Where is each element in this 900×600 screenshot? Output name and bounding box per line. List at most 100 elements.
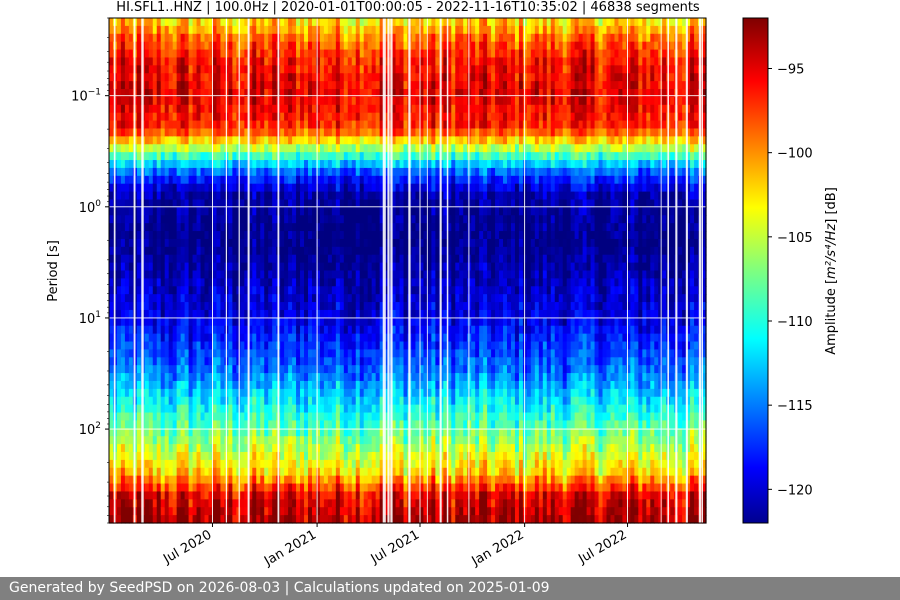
heatmap-cell [180,444,186,453]
heatmap-cell [260,373,265,382]
heatmap-cell [256,404,261,414]
heatmap-cell [351,294,357,303]
heatmap-cell [156,120,162,130]
heatmap-cell [216,81,222,90]
heatmap-cell [375,262,381,272]
heatmap-cell [359,357,365,366]
heatmap-cell [212,357,218,366]
heatmap-cell [232,515,237,524]
heatmap-cell [184,483,190,493]
heatmap-cell [343,128,349,137]
heatmap-cell [387,207,393,216]
heatmap-cell [272,420,277,429]
heatmap-cell [315,317,321,327]
heatmap-cell [244,317,249,327]
heatmap-cell [212,341,218,351]
heatmap-cell [216,396,222,406]
heatmap-cell [375,25,381,35]
heatmap-cell [399,41,405,51]
heatmap-cell [304,207,309,216]
heatmap-cell [152,18,158,27]
heatmap-cell [248,144,253,153]
heatmap-cell [383,175,389,185]
heatmap-cell [128,451,134,461]
heatmap-cell [152,436,158,445]
heatmap-cell [331,483,337,493]
heatmap-cell [184,333,190,343]
heatmap-cell [399,49,405,59]
heatmap-cell [168,499,174,508]
heatmap-cell [208,41,214,51]
heatmap-cell [403,467,409,477]
heatmap-cell [347,238,353,248]
heatmap-cell [343,25,349,35]
heatmap-cell [260,262,265,272]
heatmap-cell [176,136,182,145]
heatmap-cell [232,262,237,272]
heatmap-cell [403,231,409,240]
heatmap-cell [391,380,397,390]
heatmap-cell [331,357,337,366]
heatmap-cell [272,499,277,508]
heatmap-cell [124,436,130,445]
heatmap-cell [272,436,277,445]
heatmap-cell [244,231,249,240]
heatmap-cell [188,373,194,382]
heatmap-cell [351,41,357,51]
heatmap-cell [379,459,385,469]
heatmap-cell [164,451,170,461]
heatmap-cell [399,333,405,343]
heatmap-cell [208,33,214,43]
heatmap-cell [323,491,329,500]
heatmap-cell [280,302,285,311]
heatmap-cell [347,96,353,106]
heatmap-cell [216,357,222,366]
heatmap-cell [403,238,409,248]
heatmap-cell [403,215,409,224]
heatmap-cell [252,160,257,169]
heatmap-cell [347,467,353,477]
heatmap-cell [260,404,265,414]
heatmap-cell [367,223,373,232]
heatmap-cell [212,491,218,500]
heatmap-cell [268,152,273,161]
heatmap-cell [375,499,381,508]
heatmap-cell [296,191,301,201]
heatmap-cell [248,104,253,114]
heatmap-cell [347,254,353,264]
heatmap-cell [363,412,369,422]
heatmap-cell [351,73,357,82]
heatmap-cell [308,286,313,295]
heatmap-cell [136,207,142,216]
heatmap-cell [144,81,150,90]
heatmap-cell [120,357,126,366]
heatmap-cell [343,317,349,327]
heatmap-cell [200,144,206,153]
heatmap-cell [216,365,222,374]
heatmap-cell [343,444,349,453]
heatmap-cell [264,223,269,232]
heatmap-cell [144,41,150,51]
heatmap-cell [116,175,122,185]
heatmap-cell [244,175,249,185]
heatmap-cell [136,18,142,27]
heatmap-cell [256,451,261,461]
heatmap-cell [304,254,309,264]
heatmap-cell [144,325,150,335]
heatmap-cell [208,349,214,358]
heatmap-cell [152,325,158,335]
heatmap-cell [367,412,373,422]
heatmap-cell [256,349,261,358]
heatmap-cell [284,428,289,437]
heatmap-cell [188,238,194,248]
heatmap-cell [116,89,122,98]
heatmap-cell [208,278,214,287]
heatmap-cell [120,278,126,287]
heatmap-cell [168,302,174,311]
heatmap-cell [347,112,353,122]
heatmap-cell [120,167,126,177]
heatmap-cell [232,404,237,414]
heatmap-cell [109,215,114,224]
heatmap-cell [399,191,405,201]
heatmap-cell [304,302,309,311]
